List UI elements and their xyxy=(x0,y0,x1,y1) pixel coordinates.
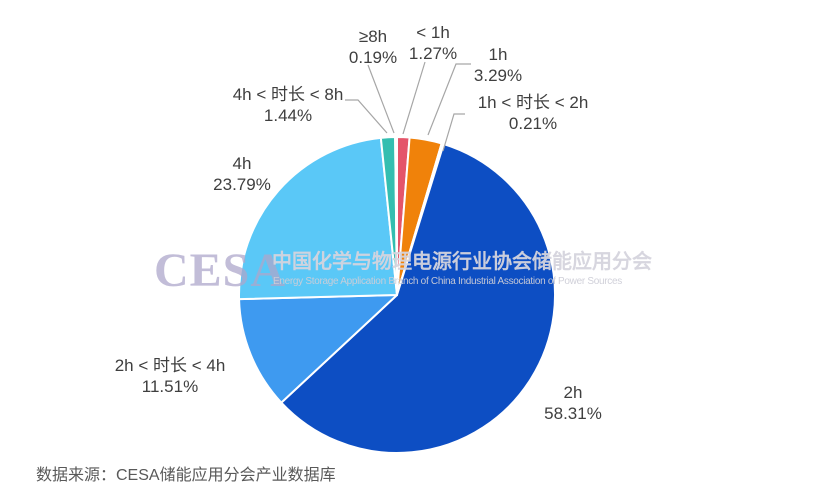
pie-label-category: 4h < 时长 < 8h xyxy=(232,85,344,104)
pie-slice-7 xyxy=(394,135,398,296)
pie-label-percent: 58.31% xyxy=(544,404,602,423)
pie-label-percent: 23.79% xyxy=(213,175,271,194)
data-source-note: 数据来源：CESA储能应用分会产业数据库 xyxy=(36,467,336,484)
pie-label-category: 1h xyxy=(488,45,508,64)
pie-label-7: ≥8h 0.19% xyxy=(349,26,397,68)
pie-slice-4 xyxy=(238,294,398,404)
watermark-title-cn: 中国化学与物理电源行业协会储能应用分会 xyxy=(272,251,652,273)
pie-label-percent: 1.27% xyxy=(408,44,458,63)
watermark-subtitle-en: Energy Storage Application Branch of Chi… xyxy=(273,276,622,287)
leader-line-1 xyxy=(427,63,471,136)
pie-label-percent: 3.29% xyxy=(473,66,523,85)
pie-label-category: 4h xyxy=(232,154,252,173)
pie-label-category: 2h xyxy=(563,383,583,402)
cesa-logo-text: CESA xyxy=(154,244,287,297)
pie-label-percent: 0.21% xyxy=(508,114,558,133)
pie-slice-5 xyxy=(238,136,398,301)
pie-label-5: 4h 23.79% xyxy=(213,153,271,195)
leader-line-0 xyxy=(402,61,426,135)
pie-label-category: < 1h xyxy=(416,23,450,42)
pie-label-category: 2h < 时长 < 4h xyxy=(114,356,226,375)
pie-label-0: < 1h 1.27% xyxy=(409,22,457,64)
pie-slice-3 xyxy=(280,143,556,454)
pie-label-3: 2h 58.31% xyxy=(544,382,602,424)
leader-line-7 xyxy=(367,64,395,134)
pie-label-1: 1h 3.29% xyxy=(474,44,522,86)
pie-label-percent: 0.19% xyxy=(348,48,398,67)
pie-label-percent: 1.44% xyxy=(263,106,313,125)
pie-label-category: ≥8h xyxy=(358,27,388,46)
pie-label-4: 2h < 时长 < 4h 11.51% xyxy=(115,355,226,397)
pie-label-percent: 11.51% xyxy=(141,377,199,396)
pie-label-category: 1h < 时长 < 2h xyxy=(477,93,589,112)
pie-label-2: 1h < 时长 < 2h 0.21% xyxy=(478,92,589,134)
leader-line-6 xyxy=(345,99,388,134)
leader-line-2 xyxy=(442,113,465,152)
pie-label-6: 4h < 时长 < 8h 1.44% xyxy=(233,84,344,126)
